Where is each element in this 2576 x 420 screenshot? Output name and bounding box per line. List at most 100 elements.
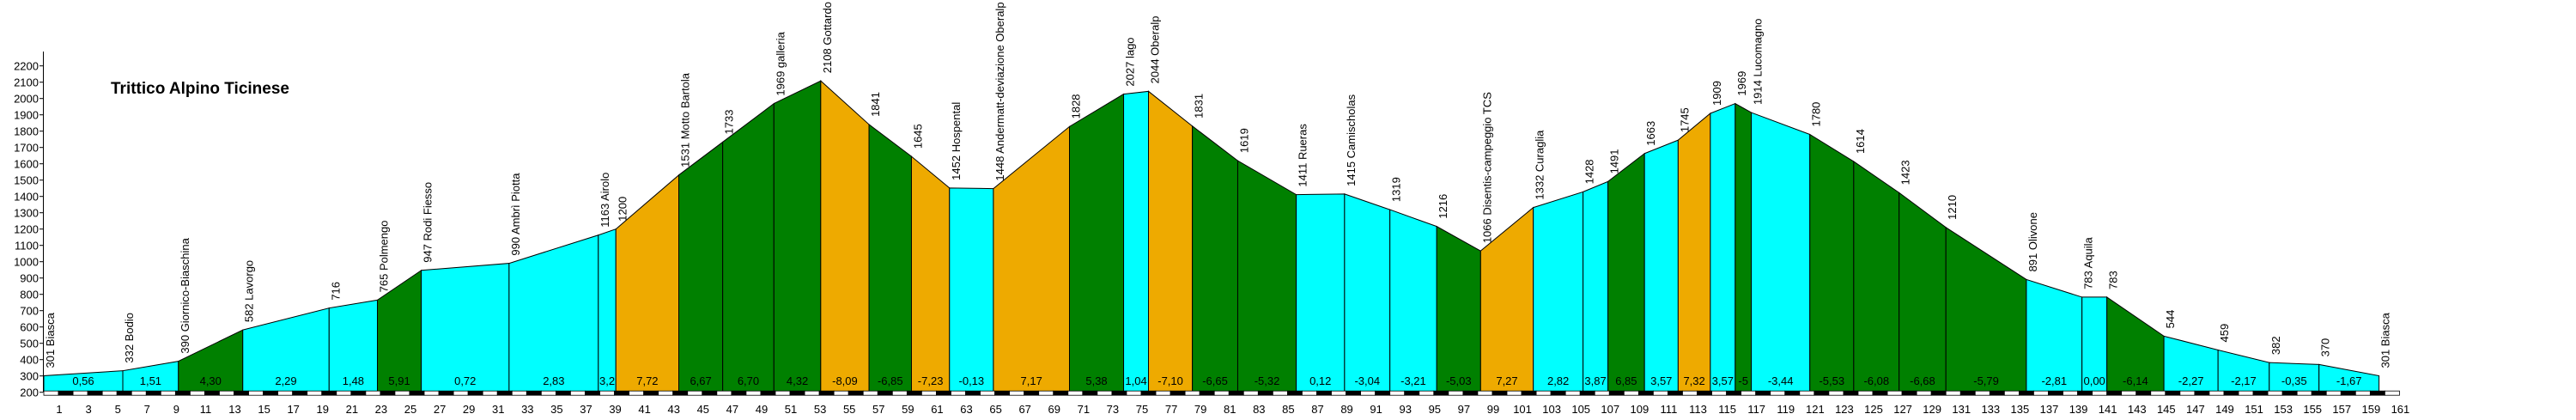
x-tick-label: 49 (756, 403, 768, 416)
x-tick-label: 115 (1718, 403, 1736, 416)
x-tick-label: 67 (1018, 403, 1030, 416)
distance-scale-block (204, 390, 220, 396)
distance-scale-block (1492, 390, 1508, 396)
distance-scale-block (2048, 390, 2063, 396)
distance-scale-block (2033, 390, 2049, 396)
distance-scale-block (511, 390, 527, 396)
x-tick-label: 83 (1253, 403, 1265, 416)
profile-segments: 0,56 1,51 4,30 2,29 1,48 5,91 0,72 2,83 3,2 7,72 6… (43, 80, 2380, 393)
profile-segment (1583, 180, 1609, 393)
x-tick-label: 101 (1513, 403, 1532, 416)
point-label: 1210 (1946, 195, 1959, 220)
point-label: 716 (329, 282, 342, 301)
gradient-label: 7,17 (1021, 374, 1042, 387)
gradient-label: -6,14 (2123, 374, 2148, 387)
distance-scale-block (1477, 390, 1493, 396)
gradient-label: 0,00 (2083, 374, 2105, 387)
distance-scale-block (1506, 390, 1522, 396)
y-tick-label: 600 (20, 321, 39, 334)
profile-segment (1192, 125, 1238, 393)
gradient-label: 3,2 (599, 374, 615, 387)
profile-segment (1607, 152, 1645, 393)
distance-scale-block (1097, 390, 1113, 396)
x-tick-label: 121 (1806, 403, 1825, 416)
x-tick-label: 137 (2040, 403, 2059, 416)
x-tick-label: 113 (1689, 403, 1707, 416)
gradient-label: 2,29 (275, 374, 296, 387)
distance-scale-block (877, 390, 893, 396)
distance-scale-block (72, 390, 88, 396)
point-label: 1066 Disentis-campeggio TCS (1480, 92, 1493, 243)
x-tick-label: 151 (2245, 403, 2263, 416)
gradient-label: -7,23 (918, 374, 944, 387)
y-tick-label: 1500 (14, 174, 39, 187)
point-label: 1452 Hospental (950, 102, 963, 180)
distance-scale-block (1550, 390, 1566, 396)
distance-scale-block (1302, 390, 1317, 396)
distance-scale-block (585, 390, 600, 396)
distance-scale-block (1155, 390, 1171, 396)
profile-segment (1677, 112, 1711, 393)
distance-scale-block (1653, 390, 1668, 396)
distance-scale-block (394, 390, 410, 396)
x-tick-label: 47 (726, 403, 738, 416)
x-tick-label: 99 (1487, 403, 1499, 416)
distance-scale-block (1199, 390, 1215, 396)
gradient-label: 1,04 (1125, 374, 1146, 387)
distance-scale-block (2238, 390, 2254, 396)
x-tick-label: 55 (843, 403, 855, 416)
distance-scale-block (1945, 390, 1961, 396)
point-label: 1428 (1583, 159, 1596, 184)
distance-scale-block (1711, 390, 1728, 396)
gradient-label: 7,72 (636, 374, 658, 387)
distance-scale-block (1242, 390, 1259, 396)
x-tick-label: 41 (638, 403, 650, 416)
point-label: 1909 (1710, 81, 1723, 106)
point-label: 1780 (1810, 102, 1823, 127)
distance-scale-block (189, 390, 205, 396)
gradient-label: 0,12 (1309, 374, 1331, 387)
point-label: 332 Bodio (123, 313, 136, 363)
distance-scale-block (1448, 390, 1464, 396)
distance-scale-block (1755, 390, 1771, 396)
distance-scale-block (629, 390, 645, 396)
distance-scale-block (994, 390, 1011, 396)
gradient-label: 0,72 (454, 374, 476, 387)
x-tick-label: 7 (144, 403, 150, 416)
x-tick-label: 31 (492, 403, 504, 416)
gradient-label: 7,27 (1496, 374, 1517, 387)
x-tick-label: 11 (200, 403, 212, 416)
distance-scale-block (2281, 390, 2298, 396)
x-tick-label: 23 (375, 403, 387, 416)
profile-segment (1344, 193, 1391, 393)
y-tick-label: 1700 (14, 142, 39, 155)
x-tick-label: 21 (346, 403, 358, 416)
distance-scale-block (1346, 390, 1362, 396)
x-tick-label: 3 (86, 403, 92, 416)
distance-scale-block (1814, 390, 1830, 396)
x-tick-label: 95 (1429, 403, 1441, 416)
x-tick-label: 143 (2128, 403, 2147, 416)
distance-scale-block (1111, 390, 1127, 396)
x-tick-label: 71 (1078, 403, 1090, 416)
distance-scale-block (423, 390, 440, 396)
distance-scale-block (906, 390, 922, 396)
distance-scale-block (453, 390, 469, 396)
distance-scale-block (1784, 390, 1801, 396)
point-label: 1914 Lucomagno (1752, 19, 1765, 105)
distance-scale-block (936, 390, 951, 396)
x-tick-label: 63 (960, 403, 972, 416)
distance-scale-block (745, 390, 762, 396)
gradient-label: -5 (1738, 374, 1748, 387)
distance-scale-block (2369, 390, 2385, 396)
gradient-label: -6,68 (1910, 374, 1935, 387)
x-tick-label: 127 (1893, 403, 1912, 416)
distance-scale-block (980, 390, 996, 396)
x-tick-label: 133 (1981, 403, 2000, 416)
point-label: 1319 (1390, 177, 1403, 202)
distance-scale-block (101, 390, 118, 396)
distance-scale-block (219, 390, 234, 396)
x-tick-label: 123 (1835, 403, 1854, 416)
y-tick-label: 1600 (14, 158, 39, 171)
x-tick-label: 17 (287, 403, 299, 416)
